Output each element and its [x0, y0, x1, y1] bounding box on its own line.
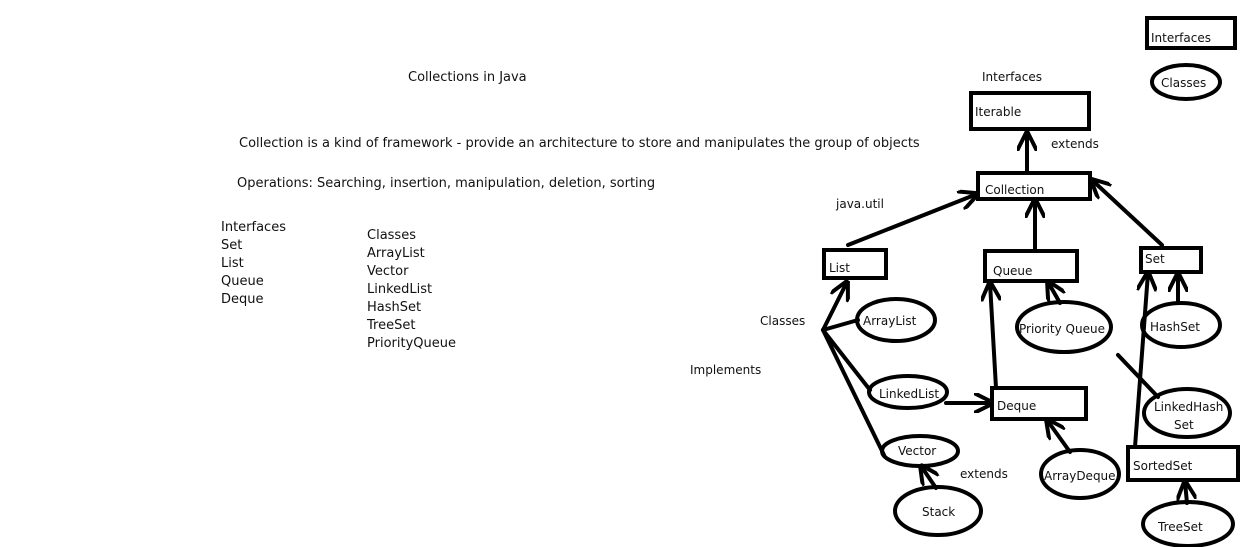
iterable-label: Iterable	[975, 105, 1021, 119]
legend-interface-label: Interfaces	[1151, 31, 1211, 45]
edge-linkedlist-branch	[821, 328, 872, 392]
queue-node	[983, 249, 1079, 283]
legend-interface-box	[1145, 16, 1237, 50]
arraylist-node	[855, 297, 937, 343]
edge-deque-queue	[990, 283, 996, 390]
edge-set-collection	[1092, 180, 1164, 247]
edge-stack-vector	[921, 466, 936, 490]
list-item: List	[221, 256, 244, 271]
treeset-label: TreeSet	[1157, 520, 1203, 534]
classes-list-heading: Classes	[367, 228, 416, 243]
deque-node	[990, 386, 1088, 421]
list-item: HashSet	[367, 300, 422, 315]
set-label: Set	[1145, 252, 1165, 266]
edge-list-collection	[846, 194, 977, 247]
list-item: TreeSet	[367, 318, 416, 333]
vector-node	[880, 434, 960, 468]
collection-label: Collection	[985, 183, 1044, 197]
list-item: PriorityQueue	[367, 336, 456, 351]
package-label: java.util	[835, 197, 884, 211]
extends-label-top: extends	[1051, 137, 1099, 151]
edge-treeset-sortedset	[1185, 482, 1187, 505]
classes-list: Classes ArrayList Vector LinkedList Hash…	[367, 227, 456, 353]
linkedhashset-node	[1142, 387, 1232, 439]
edge-vector-branch	[821, 328, 886, 457]
edge-linkedhashset-branch	[1116, 353, 1160, 399]
iterable-node	[969, 91, 1091, 131]
edge-arraydeque-deque	[1047, 420, 1072, 454]
list-item: Queue	[221, 274, 264, 289]
legend-class-label: Classes	[1161, 76, 1206, 90]
list-item: ArrayList	[367, 246, 425, 261]
queue-label: Queue	[993, 264, 1032, 278]
list-item: Vector	[367, 264, 409, 279]
list-item: Deque	[221, 292, 264, 307]
edge-priorityqueue-queue	[1048, 282, 1060, 305]
stack-label: Stack	[922, 505, 955, 519]
arraydeque-label: ArrayDeque	[1044, 469, 1116, 483]
hashset-node	[1140, 301, 1222, 349]
list-item: Set	[221, 238, 243, 253]
stack-node	[893, 485, 983, 537]
vector-label: Vector	[898, 444, 936, 458]
definition-text: Collection is a kind of framework - prov…	[239, 136, 920, 151]
interfaces-list-heading: Interfaces	[221, 220, 286, 235]
extends-label-bottom: extends	[960, 467, 1008, 481]
interfaces-list: Interfaces Set List Queue Deque	[221, 219, 286, 309]
classes-label: Classes	[760, 314, 805, 328]
interfaces-heading: Interfaces	[982, 70, 1042, 84]
sortedset-node	[1126, 445, 1240, 482]
linkedhashset-label-1: LinkedHash	[1154, 400, 1223, 414]
deque-label: Deque	[997, 399, 1036, 413]
implements-label: Implements	[690, 363, 761, 377]
linkedhashset-label-2: Set	[1174, 418, 1194, 432]
arraylist-label: ArrayList	[863, 314, 917, 328]
page-title: Collections in Java	[408, 70, 527, 85]
linkedlist-label: LinkedList	[879, 387, 939, 401]
linkedlist-node	[867, 374, 949, 410]
legend-class-ellipse	[1150, 63, 1222, 101]
priorityqueue-label: Priority Queue	[1019, 322, 1105, 336]
list-node	[822, 248, 888, 280]
hashset-label: HashSet	[1150, 320, 1200, 334]
sortedset-label: SortedSet	[1133, 459, 1193, 473]
edge-arraylist-branch	[821, 318, 860, 332]
collection-node	[976, 171, 1092, 201]
edge-arraylist-list	[821, 282, 847, 332]
list-label: List	[829, 261, 850, 275]
priorityqueue-node	[1015, 300, 1113, 354]
set-node	[1139, 246, 1203, 274]
list-item: LinkedList	[367, 282, 433, 297]
edge-sortedset-set	[1133, 273, 1148, 449]
arraydeque-node	[1039, 448, 1121, 500]
operations-text: Operations: Searching, insertion, manipu…	[237, 176, 656, 191]
treeset-node	[1141, 500, 1235, 547]
